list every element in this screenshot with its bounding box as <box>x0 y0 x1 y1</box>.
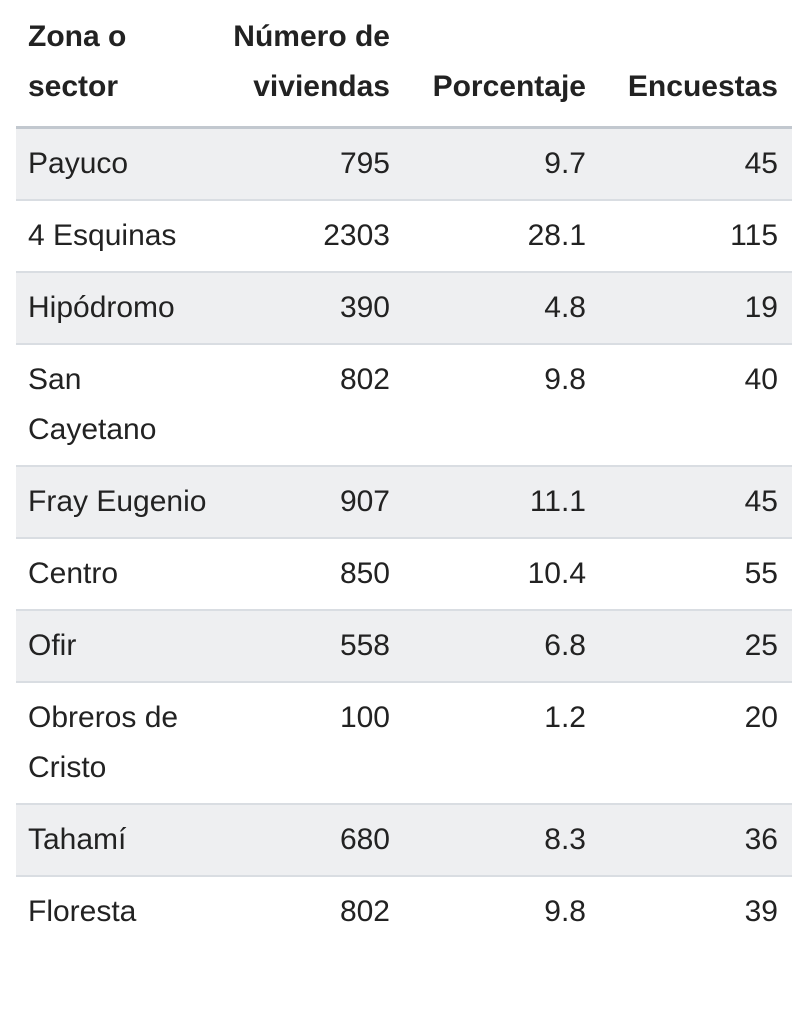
table-row: Fray Eugenio 907 11.1 45 <box>16 465 792 538</box>
cell-zona: Hipódromo <box>16 271 214 344</box>
cell-zona: Payuco <box>16 127 214 200</box>
table-row: San Cayetano 802 9.8 40 <box>16 343 792 466</box>
cell-porcentaje: 11.1 <box>390 465 586 538</box>
cell-encuestas: 55 <box>586 537 778 610</box>
cell-numero: 390 <box>214 271 390 344</box>
header-porcentaje: Porcentaje <box>390 0 586 129</box>
cell-truncated <box>778 803 792 876</box>
table-row: Obreros de Cristo 100 1.2 20 <box>16 681 792 804</box>
cell-truncated <box>778 271 792 344</box>
table-row: Floresta 802 9.8 39 <box>16 875 792 947</box>
header-encuestas: Encuestas <box>586 0 778 129</box>
table-row: Tahamí 680 8.3 36 <box>16 803 792 876</box>
cell-zona: San Cayetano <box>16 343 214 466</box>
cell-encuestas: 20 <box>586 681 778 804</box>
cell-truncated <box>778 609 792 682</box>
cell-encuestas: 19 <box>586 271 778 344</box>
cell-zona: Tahamí <box>16 803 214 876</box>
cell-porcentaje: 9.8 <box>390 343 586 466</box>
table-row: Hipódromo 390 4.8 19 <box>16 271 792 344</box>
cell-truncated <box>778 465 792 538</box>
cell-porcentaje: 10.4 <box>390 537 586 610</box>
cell-truncated <box>778 681 792 804</box>
cell-zona: 4 Esquinas <box>16 199 214 272</box>
table-row: Payuco 795 9.7 45 <box>16 127 792 200</box>
cell-numero: 850 <box>214 537 390 610</box>
cell-porcentaje: 6.8 <box>390 609 586 682</box>
cell-zona: Floresta <box>16 875 214 947</box>
cell-zona: Centro <box>16 537 214 610</box>
header-truncated-column: P <box>778 0 792 129</box>
cell-numero: 100 <box>214 681 390 804</box>
cell-truncated <box>778 875 792 947</box>
cell-numero: 802 <box>214 343 390 466</box>
cell-truncated <box>778 199 792 272</box>
viviendas-table: Zona o sector Número de viviendas Porcen… <box>16 0 792 947</box>
cell-porcentaje: 1.2 <box>390 681 586 804</box>
cell-zona: Obreros de Cristo <box>16 681 214 804</box>
table-body: Payuco 795 9.7 45 4 Esquinas 2303 28.1 1… <box>16 127 792 947</box>
cell-numero: 795 <box>214 127 390 200</box>
table-header: Zona o sector Número de viviendas Porcen… <box>16 0 792 129</box>
table-row: 4 Esquinas 2303 28.1 115 <box>16 199 792 272</box>
cell-zona: Fray Eugenio <box>16 465 214 538</box>
cell-encuestas: 45 <box>586 127 778 200</box>
cell-truncated <box>778 127 792 200</box>
cell-numero: 680 <box>214 803 390 876</box>
cell-numero: 907 <box>214 465 390 538</box>
table-row: Centro 850 10.4 55 <box>16 537 792 610</box>
cell-encuestas: 36 <box>586 803 778 876</box>
cell-encuestas: 115 <box>586 199 778 272</box>
cell-zona: Ofir <box>16 609 214 682</box>
cell-truncated <box>778 537 792 610</box>
table-row: Ofir 558 6.8 25 <box>16 609 792 682</box>
cell-numero: 802 <box>214 875 390 947</box>
header-numero-viviendas: Número de viviendas <box>214 0 390 129</box>
cell-encuestas: 40 <box>586 343 778 466</box>
cell-porcentaje: 4.8 <box>390 271 586 344</box>
cell-numero: 558 <box>214 609 390 682</box>
cell-truncated <box>778 343 792 466</box>
header-row: Zona o sector Número de viviendas Porcen… <box>16 0 792 129</box>
cell-encuestas: 25 <box>586 609 778 682</box>
cell-porcentaje: 9.7 <box>390 127 586 200</box>
cell-porcentaje: 28.1 <box>390 199 586 272</box>
cell-encuestas: 45 <box>586 465 778 538</box>
cell-porcentaje: 9.8 <box>390 875 586 947</box>
header-zona: Zona o sector <box>16 0 214 129</box>
cell-numero: 2303 <box>214 199 390 272</box>
cell-porcentaje: 8.3 <box>390 803 586 876</box>
cell-encuestas: 39 <box>586 875 778 947</box>
